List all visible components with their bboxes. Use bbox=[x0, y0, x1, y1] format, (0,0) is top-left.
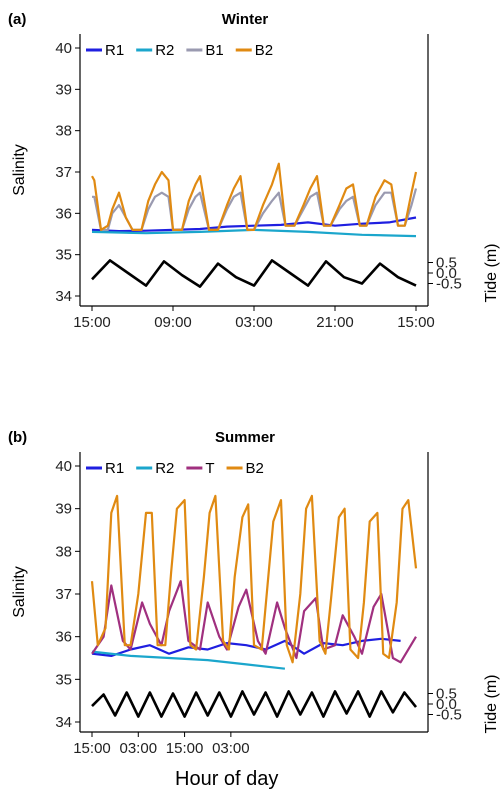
legend-label-b2: B2 bbox=[255, 42, 273, 59]
y-tick-label: 39 bbox=[55, 501, 72, 518]
y-tick-label: 35 bbox=[55, 671, 72, 688]
x-tick-label: 09:00 bbox=[154, 314, 192, 331]
y-tick-label: 34 bbox=[55, 288, 72, 305]
y-tick-label: 36 bbox=[55, 629, 72, 646]
legend-label-t: T bbox=[205, 460, 214, 477]
legend-label-r1: R1 bbox=[105, 460, 124, 477]
x-tick-label: 03:00 bbox=[212, 740, 250, 757]
x-tick-label: 03:00 bbox=[235, 314, 273, 331]
y-axis-label: Salinity bbox=[11, 144, 28, 196]
legend-label-r2: R2 bbox=[155, 42, 174, 59]
y-tick-label: 38 bbox=[55, 123, 72, 140]
x-tick-label: 15:00 bbox=[73, 314, 111, 331]
x-tick-label: 03:00 bbox=[120, 740, 158, 757]
y2-tick-label: -0.5 bbox=[436, 276, 462, 293]
panel-title: Summer bbox=[215, 429, 275, 446]
series-line-r2 bbox=[91, 650, 286, 670]
series-line-b2 bbox=[91, 162, 418, 231]
x-tick-label: 15:00 bbox=[166, 740, 204, 757]
y2-tick-label: -0.5 bbox=[436, 707, 462, 724]
series-line-tide bbox=[91, 259, 417, 288]
y-tick-label: 39 bbox=[55, 81, 72, 98]
y2-axis-label: Tide (m) bbox=[483, 675, 500, 734]
y-tick-label: 38 bbox=[55, 543, 72, 560]
y-tick-label: 40 bbox=[55, 40, 72, 57]
legend-label-b1: B1 bbox=[205, 42, 223, 59]
x-tick-label: 15:00 bbox=[73, 740, 111, 757]
series-line-b2 bbox=[90, 494, 418, 664]
panel-title: Winter bbox=[222, 11, 269, 28]
x-tick-label: 21:00 bbox=[316, 314, 354, 331]
legend-label-r2: R2 bbox=[155, 460, 174, 477]
y-tick-label: 37 bbox=[55, 586, 72, 603]
x-tick-label: 15:00 bbox=[397, 314, 435, 331]
y2-tick-label: 0.5 bbox=[436, 255, 457, 272]
y2-tick-label: 0.5 bbox=[436, 686, 457, 703]
y-tick-label: 36 bbox=[55, 205, 72, 222]
y2-axis-label: Tide (m) bbox=[483, 244, 500, 303]
y-tick-label: 34 bbox=[55, 714, 72, 731]
y-tick-label: 35 bbox=[55, 247, 72, 264]
series-line-tide bbox=[91, 690, 418, 718]
series-line-r1 bbox=[91, 216, 417, 233]
y2-tick-label: 0.0 bbox=[436, 265, 457, 282]
y-tick-label: 37 bbox=[55, 164, 72, 181]
y-tick-label: 40 bbox=[55, 458, 72, 475]
x-axis-label: Hour of day bbox=[175, 768, 279, 790]
legend-label-r1: R1 bbox=[105, 42, 124, 59]
legend-label-b2: B2 bbox=[246, 460, 264, 477]
y-axis-label: Salinity bbox=[11, 566, 28, 618]
y2-tick-label: 0.0 bbox=[436, 696, 457, 713]
panel-label: (b) bbox=[8, 429, 27, 446]
panel-label: (a) bbox=[8, 11, 26, 28]
